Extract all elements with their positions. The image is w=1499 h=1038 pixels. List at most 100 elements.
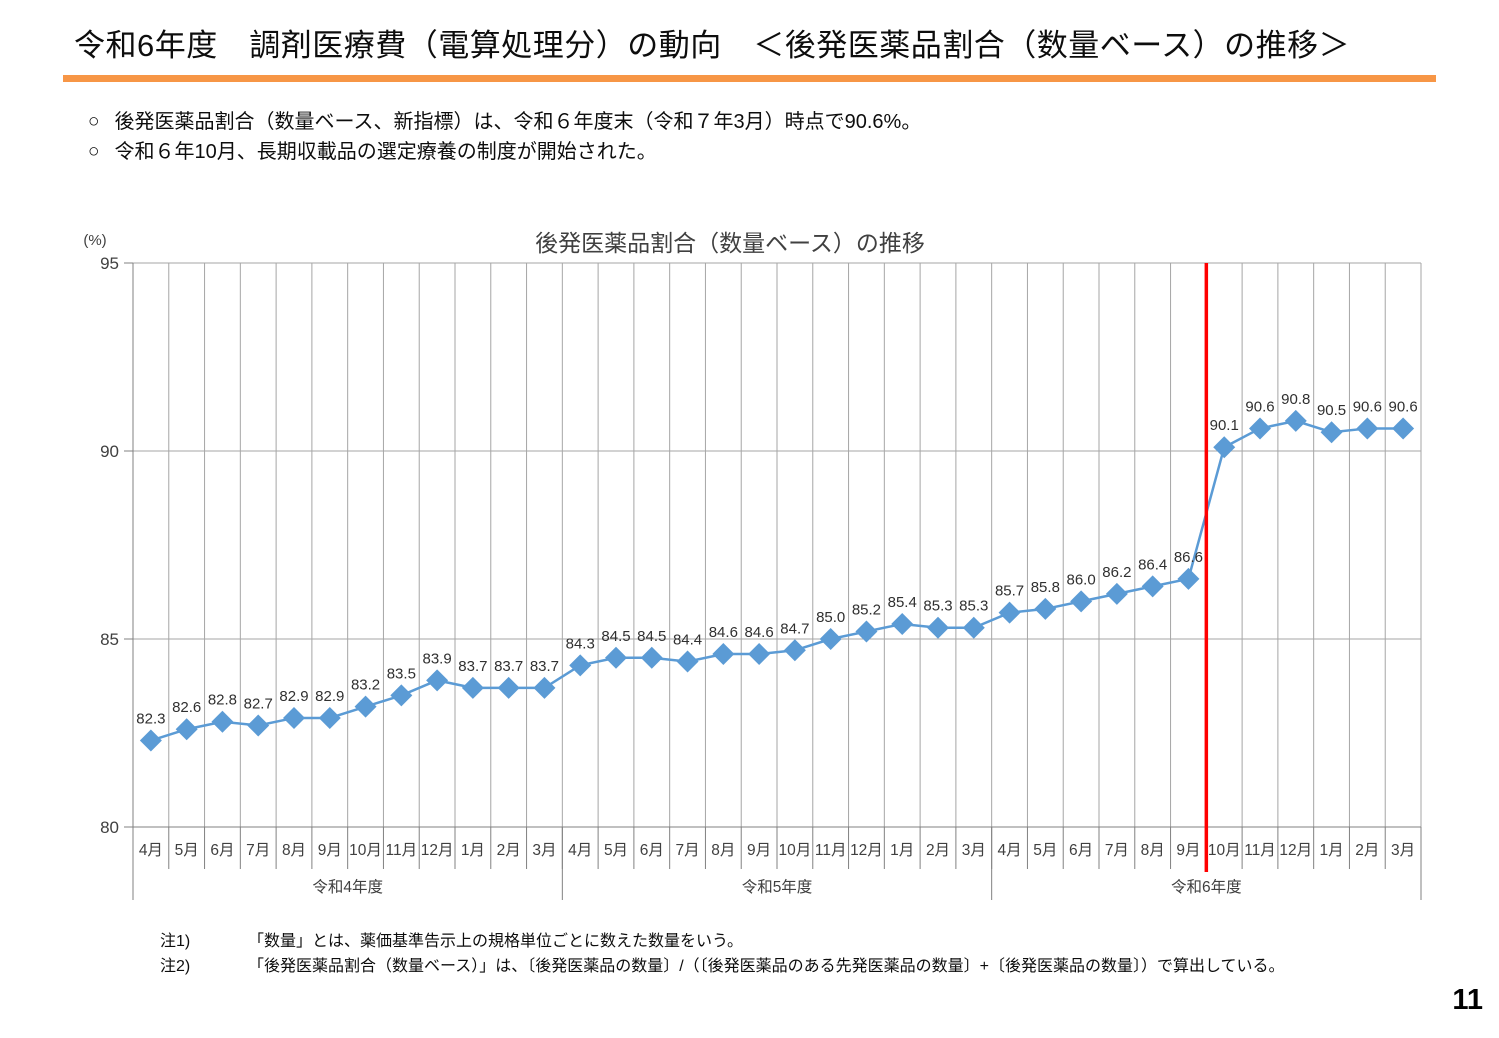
data-value-label: 90.6 <box>1389 398 1418 415</box>
y-axis-tick-label: 80 <box>100 818 119 837</box>
data-point-marker <box>1141 575 1164 598</box>
page-number: 11 <box>1452 984 1483 1016</box>
month-tick-label: 9月 <box>747 842 771 859</box>
year-group-label: 令和6年度 <box>1171 878 1242 896</box>
data-value-label: 86.2 <box>1102 564 1131 581</box>
data-point-marker <box>497 676 520 699</box>
month-tick-label: 8月 <box>1141 842 1165 859</box>
month-tick-label: 11月 <box>1244 842 1276 859</box>
data-point-marker <box>247 714 270 737</box>
data-point-marker <box>640 646 663 669</box>
month-tick-label: 7月 <box>675 842 699 859</box>
month-tick-label: 11月 <box>386 842 418 859</box>
month-tick-label: 2月 <box>1355 842 1379 859</box>
data-point-marker <box>1070 590 1093 613</box>
data-value-label: 83.9 <box>423 650 452 667</box>
month-tick-label: 12月 <box>850 842 883 859</box>
month-tick-label: 8月 <box>282 842 306 859</box>
month-tick-label: 2月 <box>497 842 521 859</box>
data-point-marker <box>1105 582 1128 605</box>
data-value-label: 84.3 <box>566 635 595 652</box>
y-axis-tick-label: 85 <box>100 630 119 649</box>
month-tick-label: 5月 <box>604 842 628 859</box>
footnote-label: 注2) <box>160 958 191 975</box>
data-point-marker <box>426 669 449 692</box>
month-tick-label: 3月 <box>532 842 556 859</box>
data-point-marker <box>1249 417 1271 440</box>
data-value-label: 82.9 <box>279 688 308 705</box>
data-value-label: 86.4 <box>1138 556 1167 573</box>
data-point-marker <box>712 643 735 666</box>
data-value-label: 84.6 <box>745 624 774 641</box>
data-point-marker <box>461 676 484 699</box>
bullet-circle-icon: ○ <box>88 111 100 132</box>
data-value-label: 90.6 <box>1353 398 1382 415</box>
data-value-label: 85.3 <box>923 598 952 615</box>
data-point-marker <box>855 620 878 643</box>
data-point-marker <box>1177 567 1200 590</box>
data-value-label: 85.8 <box>1031 579 1060 596</box>
month-tick-label: 2月 <box>926 842 950 859</box>
footnote-text: 「後発医薬品割合（数量ベース）」は、〔後発医薬品の数量〕/（〔後発医薬品のある先… <box>248 958 1285 975</box>
month-tick-label: 5月 <box>175 842 199 859</box>
month-tick-label: 6月 <box>640 842 664 859</box>
data-point-marker <box>175 718 198 741</box>
data-point-marker <box>891 612 914 635</box>
data-point-marker <box>354 695 377 718</box>
data-point-marker <box>1356 417 1379 440</box>
month-tick-label: 12月 <box>421 842 454 859</box>
month-tick-label: 10月 <box>779 842 812 859</box>
data-value-label: 82.3 <box>136 711 165 728</box>
month-tick-label: 10月 <box>349 842 382 859</box>
data-point-marker <box>605 646 627 669</box>
data-value-label: 82.7 <box>244 695 273 712</box>
bullet-circle-icon: ○ <box>88 141 100 162</box>
month-tick-label: 4月 <box>997 842 1021 859</box>
month-tick-label: 1月 <box>461 842 485 859</box>
month-tick-label: 9月 <box>1176 842 1200 859</box>
data-value-label: 85.2 <box>852 601 881 618</box>
month-tick-label: 6月 <box>210 842 234 859</box>
data-value-label: 85.7 <box>995 583 1024 600</box>
month-tick-label: 3月 <box>1391 842 1415 859</box>
year-group-label: 令和4年度 <box>312 878 383 896</box>
data-value-label: 83.7 <box>530 658 559 675</box>
data-value-label: 90.6 <box>1245 398 1274 415</box>
data-point-marker <box>569 654 592 677</box>
year-group-label: 令和5年度 <box>742 878 813 896</box>
data-value-label: 84.6 <box>709 624 738 641</box>
data-point-marker <box>748 643 771 666</box>
data-value-label: 84.5 <box>637 628 666 645</box>
footnote: 注2) 「後発医薬品割合（数量ベース）」は、〔後発医薬品の数量〕/（〔後発医薬品… <box>160 954 1285 979</box>
bullet-text: 令和６年10月、長期収載品の選定療養の制度が開始された。 <box>114 141 657 163</box>
data-point-marker <box>211 710 234 733</box>
data-value-label: 85.3 <box>959 598 988 615</box>
title-accent-rule <box>63 75 1436 82</box>
month-tick-label: 5月 <box>1033 842 1057 859</box>
data-point-marker <box>998 601 1021 624</box>
month-tick-label: 7月 <box>246 842 270 859</box>
data-point-marker <box>390 684 413 707</box>
data-value-label: 90.1 <box>1210 417 1239 434</box>
footnote-text: 「数量」とは、薬価基準告示上の規格単位ごとに数えた数量をいう。 <box>248 933 744 950</box>
month-tick-label: 9月 <box>318 842 342 859</box>
bullet-text: 後発医薬品割合（数量ベース、新指標）は、令和６年度末（令和７年3月）時点で90.… <box>114 111 922 133</box>
trend-chart: 80 85 90 95 4月 5月 6月 7月 8月 9月 10月 11月 12月 1月 2月 3月 4月 5月 6… <box>0 210 1499 915</box>
data-value-label: 85.0 <box>816 609 845 626</box>
data-value-label: 83.5 <box>387 665 416 682</box>
data-point-marker <box>533 676 556 699</box>
footnote: 注1) 「数量」とは、薬価基準告示上の規格単位ごとに数えた数量をいう。 <box>160 929 1285 954</box>
bullet-item: ○ 後発医薬品割合（数量ベース、新指標）は、令和６年度末（令和７年3月）時点で9… <box>88 107 921 137</box>
bullet-item: ○ 令和６年10月、長期収載品の選定療養の制度が開始された。 <box>88 137 921 167</box>
month-tick-label: 1月 <box>1319 842 1343 859</box>
month-tick-label: 3月 <box>962 842 986 859</box>
month-tick-label: 7月 <box>1105 842 1129 859</box>
data-value-label: 83.2 <box>351 677 380 694</box>
data-point-marker <box>1213 436 1236 459</box>
chart-title: 後発医薬品割合（数量ベース）の推移 <box>535 230 925 256</box>
data-value-label: 86.6 <box>1174 549 1203 566</box>
data-value-label: 90.8 <box>1281 391 1310 408</box>
month-tick-label: 11月 <box>815 842 847 859</box>
